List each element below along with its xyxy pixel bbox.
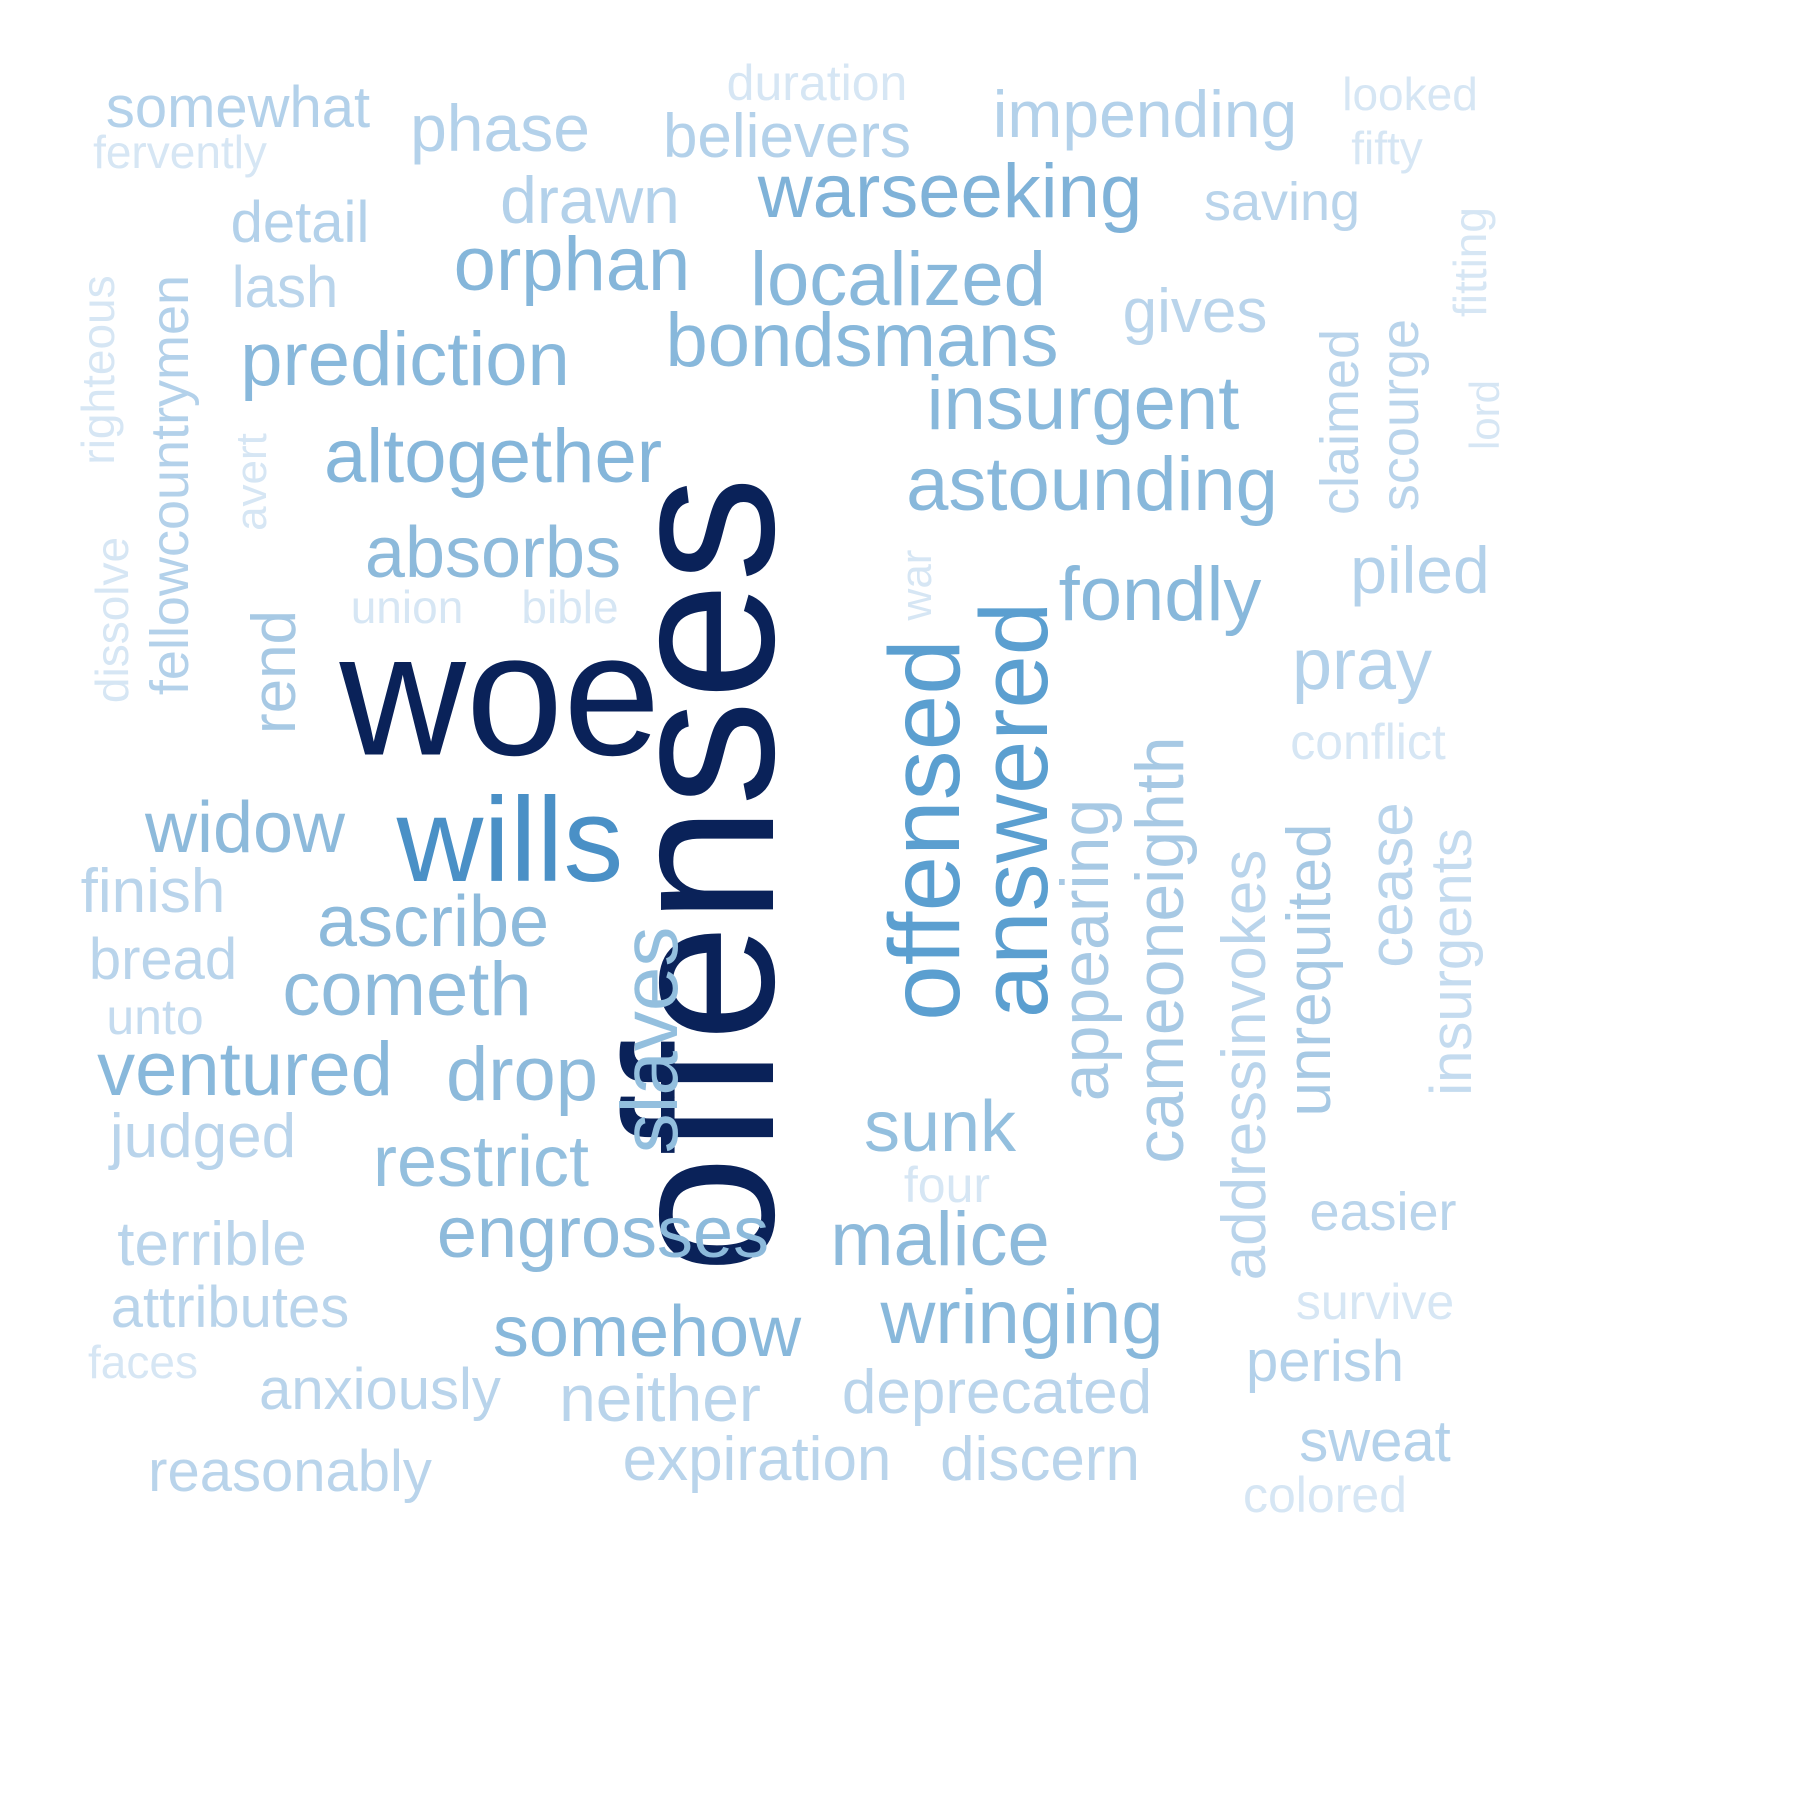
word-neither: neither	[559, 1361, 761, 1435]
word-addressinvokes: addressinvokes	[1210, 849, 1279, 1281]
word-terrible: terrible	[117, 1210, 307, 1279]
word-bread: bread	[88, 927, 238, 992]
word-colored: colored	[1243, 1467, 1407, 1523]
word-judged: judged	[109, 1102, 297, 1171]
word-finish: finish	[80, 857, 226, 926]
word-anxiously: anxiously	[259, 1357, 501, 1422]
word-detail: detail	[230, 190, 370, 255]
word-believers: believers	[662, 102, 912, 171]
word-claimed: claimed	[1310, 328, 1370, 516]
word-insurgent: insurgent	[926, 361, 1240, 446]
word-prediction: prediction	[240, 317, 570, 402]
word-lord: lord	[1461, 379, 1508, 451]
word-dissolve: dissolve	[86, 536, 138, 704]
word-easier: easier	[1309, 1182, 1457, 1242]
word-drop: drop	[445, 1032, 599, 1117]
word-astounding: astounding	[906, 442, 1278, 527]
word-sweat: sweat	[1299, 1409, 1451, 1474]
word-wills: wills	[396, 773, 624, 907]
word-fervently: fervently	[93, 126, 267, 178]
word-restrict: restrict	[373, 1122, 589, 1202]
word-four: four	[903, 1157, 991, 1213]
word-wringing: wringing	[880, 1275, 1164, 1360]
word-fondly: fondly	[1058, 552, 1262, 637]
word-expiration: expiration	[622, 1425, 892, 1494]
word-deprecated: deprecated	[841, 1358, 1153, 1427]
word-warseeking: warseeking	[757, 149, 1143, 234]
word-cease: cease	[1357, 802, 1426, 968]
word-avert: avert	[227, 433, 276, 531]
word-saving: saving	[1203, 172, 1361, 232]
word-insurgents: insurgents	[1419, 828, 1484, 1096]
word-conflict: conflict	[1290, 714, 1446, 770]
word-righteous: righteous	[72, 275, 124, 465]
word-pray: pray	[1291, 625, 1433, 705]
word-unrequited: unrequited	[1275, 823, 1344, 1117]
word-offenses: offenses	[581, 476, 818, 1274]
word-survive: survive	[1295, 1274, 1455, 1330]
word-somehow: somehow	[492, 1292, 802, 1372]
word-woe: woe	[339, 597, 661, 793]
word-slaves: slaves	[605, 926, 694, 1154]
word-fifty: fifty	[1351, 122, 1423, 174]
word-ventured: ventured	[97, 1027, 393, 1112]
word-fitting: fitting	[1444, 207, 1496, 317]
word-engrosses: engrosses	[436, 1193, 770, 1273]
word-absorbs: absorbs	[364, 513, 622, 593]
word-orphan: orphan	[453, 222, 691, 307]
word-altogether: altogether	[323, 414, 663, 499]
word-drawn: drawn	[500, 163, 680, 237]
word-malice: malice	[830, 1197, 1050, 1282]
word-discern: discern	[940, 1425, 1140, 1494]
word-bondsmans: bondsmans	[665, 298, 1059, 383]
word-phase: phase	[410, 91, 590, 165]
word-looked: looked	[1342, 68, 1478, 120]
word-cameoneighth: cameoneighth	[1122, 736, 1198, 1164]
word-reasonably: reasonably	[148, 1439, 432, 1504]
word-gives: gives	[1122, 277, 1268, 346]
word-fellowcountrymen: fellowcountrymen	[140, 274, 200, 696]
word-offensed: offensed	[869, 639, 981, 1021]
word-ascribe: ascribe	[316, 882, 550, 962]
word-widow: widow	[144, 788, 346, 868]
word-lash: lash	[231, 255, 339, 320]
word-union: union	[350, 581, 464, 633]
word-cometh: cometh	[282, 947, 532, 1032]
word-duration: duration	[726, 55, 908, 111]
word-attributes: attributes	[110, 1275, 350, 1340]
word-appearing: appearing	[1047, 798, 1123, 1102]
word-bible: bible	[521, 581, 619, 633]
word-somewhat: somewhat	[105, 75, 371, 140]
word-war: war	[892, 549, 941, 621]
word-rend: rend	[240, 609, 309, 735]
word-perish: perish	[1246, 1329, 1404, 1394]
word-unto: unto	[106, 989, 204, 1045]
word-localized: localized	[750, 237, 1046, 322]
word-scourge: scourge	[1370, 318, 1430, 512]
word-faces: faces	[88, 1336, 198, 1388]
word-sunk: sunk	[863, 1087, 1017, 1167]
word-piled: piled	[1350, 533, 1490, 607]
word-impending: impending	[992, 77, 1298, 151]
